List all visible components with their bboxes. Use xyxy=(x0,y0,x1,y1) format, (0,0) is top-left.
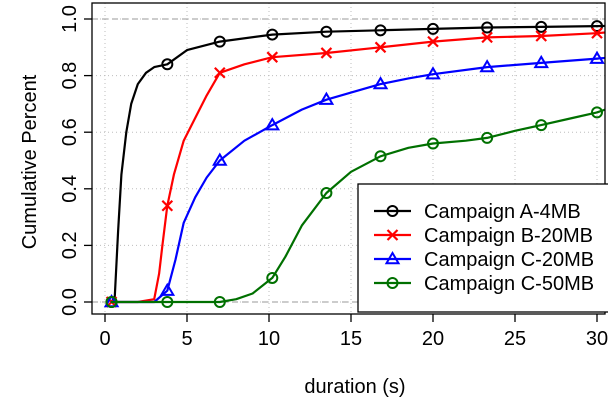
y-axis-title: Cumulative Percent xyxy=(19,74,41,249)
data-point xyxy=(427,22,439,35)
data-point xyxy=(591,106,603,119)
legend-item: Campaign C-20MB xyxy=(374,249,594,271)
legend-box xyxy=(357,183,608,313)
legend-label: Campaign C-50MB xyxy=(424,273,594,295)
legend-item: Campaign A-4MB xyxy=(374,201,581,223)
data-point-stroke xyxy=(161,200,174,212)
series-1 xyxy=(105,20,605,308)
x-tick-label: 0 xyxy=(99,328,110,350)
data-point xyxy=(535,119,548,132)
data-point xyxy=(212,152,228,166)
data-point xyxy=(481,31,493,44)
data-point xyxy=(481,21,494,34)
y-tick-label: 0.4 xyxy=(59,175,81,203)
legend-label: Campaign C-20MB xyxy=(424,249,594,271)
y-tick-label: 0.2 xyxy=(59,231,81,259)
data-point-stroke xyxy=(374,41,387,54)
data-point xyxy=(479,59,495,73)
data-point-stroke xyxy=(481,31,493,44)
plot-frame xyxy=(91,2,606,315)
legend-item: Campaign B-20MB xyxy=(374,225,593,247)
data-point xyxy=(589,50,605,64)
data-point xyxy=(161,200,174,212)
data-point xyxy=(213,35,226,48)
data-point xyxy=(591,20,603,33)
axes: 0 5 10 15 20 25 30 0.0 0.2 0.4 0.6 0.8 1.0 xyxy=(59,2,608,350)
data-point xyxy=(213,296,226,308)
data-point xyxy=(266,271,279,284)
series-3 xyxy=(103,50,605,308)
x-axis-title: duration (s) xyxy=(304,376,405,398)
data-point xyxy=(535,20,548,33)
data-point xyxy=(318,91,335,105)
data-point-stroke xyxy=(320,47,333,59)
data-point xyxy=(591,27,603,39)
data-point xyxy=(374,150,387,163)
y-tick-label: 0.8 xyxy=(59,62,81,90)
legend-marker xyxy=(386,277,399,289)
data-point xyxy=(159,282,176,296)
data-point xyxy=(372,76,389,90)
data-point xyxy=(425,66,441,80)
x-tick-label: 30 xyxy=(586,328,608,350)
grid xyxy=(92,3,605,314)
data-point xyxy=(481,131,494,144)
y-tick-label: 0.0 xyxy=(59,288,81,316)
data-point xyxy=(533,54,549,69)
legend-label: Campaign B-20MB xyxy=(424,225,593,247)
legend-marker xyxy=(386,205,399,217)
data-point-stroke xyxy=(266,51,279,63)
legend-marker xyxy=(386,229,399,241)
data-point xyxy=(161,296,174,308)
data-point xyxy=(427,137,439,150)
data-point xyxy=(105,296,118,308)
legend-label: Campaign A-4MB xyxy=(424,201,581,223)
x-tick-label: 5 xyxy=(181,328,192,350)
data-point xyxy=(266,51,279,63)
series-4 xyxy=(105,106,605,308)
series-line xyxy=(110,56,605,304)
data-point xyxy=(535,30,548,42)
data-point-stroke xyxy=(427,35,439,48)
data-point xyxy=(374,41,387,54)
data-point-stroke xyxy=(591,27,603,39)
legend-item: Campaign C-50MB xyxy=(374,273,594,295)
series-group xyxy=(103,20,605,308)
x-tick-label: 20 xyxy=(422,328,444,350)
y-tick-label: 1.0 xyxy=(59,5,81,33)
data-point xyxy=(161,58,174,71)
data-point xyxy=(264,117,281,131)
y-tick-label: 0.6 xyxy=(59,118,81,146)
legend-marker-stroke xyxy=(386,229,399,241)
data-point-stroke xyxy=(214,66,226,79)
data-point xyxy=(214,66,226,79)
data-point xyxy=(266,28,279,41)
x-tick-label: 10 xyxy=(258,328,280,350)
data-point-stroke xyxy=(535,30,548,42)
data-point xyxy=(427,35,439,48)
series-line xyxy=(110,24,605,304)
x-tick-label: 25 xyxy=(504,328,526,350)
x-tick-label: 15 xyxy=(340,328,362,350)
series-line xyxy=(110,31,605,304)
data-point xyxy=(320,25,333,38)
data-point xyxy=(320,47,333,59)
legend-marker xyxy=(384,251,401,265)
data-point xyxy=(320,187,333,200)
data-point xyxy=(374,24,387,37)
